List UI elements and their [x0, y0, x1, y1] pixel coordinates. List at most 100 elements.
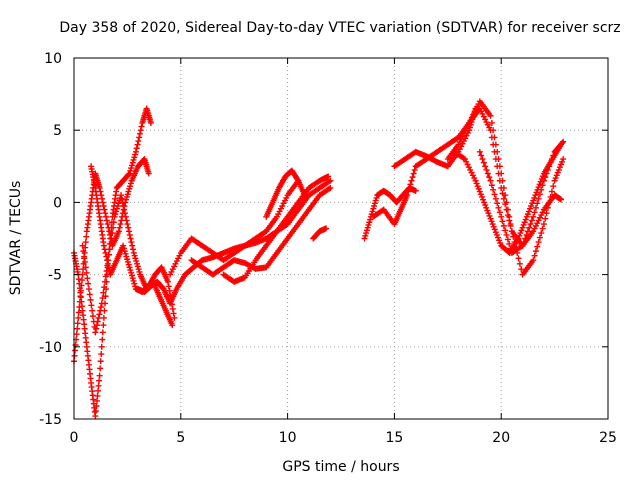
data-point-marker	[97, 358, 104, 365]
data-point-marker	[111, 213, 118, 220]
data-point-marker	[537, 178, 544, 185]
data-point-marker	[515, 255, 522, 262]
data-point-marker	[71, 352, 78, 359]
data-point-marker	[495, 156, 502, 163]
data-point-marker	[99, 295, 106, 302]
data-point-marker	[124, 258, 131, 265]
data-point-marker	[125, 224, 132, 231]
data-point-marker	[96, 311, 103, 318]
data-point-marker	[127, 235, 134, 242]
data-point-marker	[483, 166, 490, 173]
data-point-marker	[169, 322, 176, 329]
data-point-marker	[474, 183, 481, 190]
data-point-marker	[496, 209, 503, 216]
data-point-marker	[482, 202, 489, 209]
data-point-marker	[492, 229, 499, 236]
y-axis-label: SDTVAR / TECUs	[8, 181, 24, 296]
x-tick-label: 10	[279, 430, 297, 446]
data-point-marker	[325, 173, 332, 180]
data-point-marker	[486, 212, 493, 219]
data-point-marker	[525, 208, 532, 215]
data-point-marker	[104, 257, 111, 264]
y-tick-label: -15	[39, 412, 62, 428]
data-point-marker	[129, 275, 136, 282]
data-point-marker	[127, 180, 134, 187]
data-point-marker	[136, 130, 143, 137]
data-point-marker	[94, 392, 101, 399]
data-point-marker	[119, 199, 126, 206]
data-point-marker	[530, 213, 537, 220]
data-point-marker	[504, 236, 511, 243]
data-point-marker	[527, 205, 534, 212]
series-arc-2	[71, 156, 152, 365]
x-tick-label: 25	[599, 430, 617, 446]
data-point-marker	[536, 191, 543, 198]
data-point-marker	[500, 222, 507, 229]
data-point-marker	[166, 287, 173, 294]
data-point-marker	[491, 134, 498, 141]
data-point-marker	[106, 246, 113, 253]
data-marks	[71, 98, 567, 420]
data-point-marker	[100, 314, 107, 321]
data-point-marker	[558, 196, 565, 203]
series-arc-6	[167, 177, 302, 278]
data-point-marker	[129, 242, 136, 249]
data-point-marker	[76, 304, 83, 311]
data-point-marker	[134, 263, 141, 270]
data-point-marker	[73, 331, 80, 338]
data-point-marker	[126, 231, 133, 238]
data-point-marker	[490, 127, 497, 134]
data-point-marker	[99, 195, 106, 202]
data-point-marker	[496, 237, 503, 244]
data-point-marker	[367, 216, 374, 223]
data-point-marker	[484, 207, 491, 214]
data-point-marker	[530, 257, 537, 264]
data-point-marker	[75, 309, 82, 316]
data-point-marker	[485, 210, 492, 217]
data-point-marker	[548, 188, 555, 195]
data-point-marker	[498, 170, 505, 177]
data-point-marker	[103, 253, 110, 260]
y-tick-label: -10	[39, 340, 62, 356]
data-point-marker	[85, 286, 92, 293]
data-point-marker	[482, 163, 489, 170]
data-point-marker	[93, 403, 100, 410]
data-point-marker	[85, 280, 92, 287]
data-point-marker	[127, 183, 134, 190]
data-point-marker	[301, 192, 308, 199]
data-point-marker	[327, 177, 334, 184]
data-point-marker	[560, 156, 567, 163]
data-point-marker	[524, 211, 531, 218]
data-point-marker	[101, 278, 108, 285]
data-point-marker	[104, 221, 111, 228]
data-point-marker	[99, 199, 106, 206]
data-point-marker	[404, 192, 411, 199]
data-point-marker	[98, 300, 105, 307]
data-point-marker	[86, 291, 93, 298]
data-point-marker	[556, 164, 563, 171]
data-point-marker	[123, 196, 130, 203]
axis-ticks: 0 5 10 15 20 25 -15 -10 -5 0 5 10	[39, 51, 617, 446]
data-point-marker	[534, 200, 541, 207]
data-point-marker	[132, 283, 139, 290]
data-point-marker	[369, 208, 376, 215]
data-point-marker	[98, 343, 105, 350]
data-point-marker	[103, 213, 110, 220]
data-point-marker	[327, 184, 334, 191]
data-point-marker	[97, 304, 104, 311]
data-point-marker	[532, 248, 539, 255]
data-point-marker	[530, 197, 537, 204]
series-arc-16	[476, 138, 567, 256]
data-point-marker	[542, 174, 549, 181]
data-point-marker	[411, 166, 418, 173]
data-point-marker	[102, 249, 109, 256]
data-point-marker	[124, 191, 131, 198]
data-point-marker	[137, 127, 144, 134]
data-point-marker	[532, 192, 539, 199]
data-point-marker	[120, 242, 127, 249]
series-arc-11	[361, 184, 419, 242]
data-point-marker	[121, 210, 128, 217]
data-point-marker	[372, 197, 379, 204]
data-point-marker	[95, 382, 102, 389]
data-point-marker	[83, 233, 90, 240]
